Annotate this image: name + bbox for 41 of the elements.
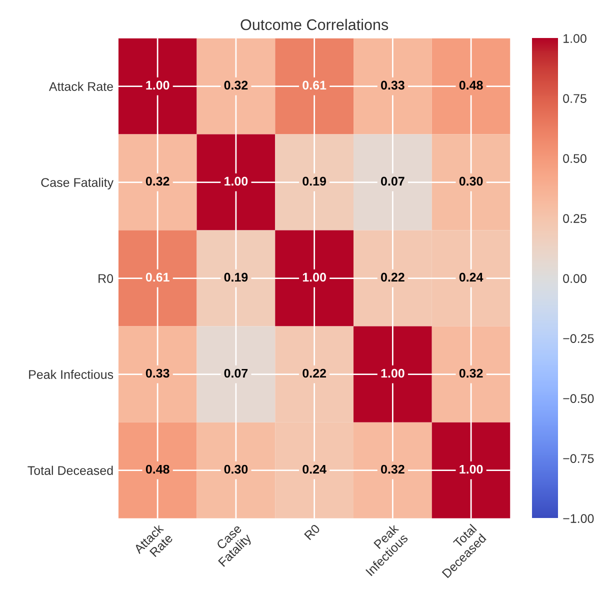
y-tick-label: Total Deceased <box>28 466 113 475</box>
data-label: 0.33 <box>146 368 170 378</box>
data-label: 1.00 <box>146 80 170 90</box>
color-bar-label: 0.00 <box>563 274 586 283</box>
data-label: 0.22 <box>302 368 326 378</box>
data-label: 1.00 <box>381 368 404 378</box>
data-label: 0.61 <box>302 80 326 90</box>
data-label: 1.00 <box>460 464 483 474</box>
y-tick-label: Attack Rate <box>48 82 113 91</box>
color-bar-label: −0.50 <box>563 394 594 403</box>
data-label: 0.32 <box>146 176 170 186</box>
color-bar-label: −1.00 <box>563 514 594 523</box>
x-tick-label: R0 <box>304 524 320 540</box>
data-label: 0.07 <box>381 176 404 186</box>
color-bar-label: −0.25 <box>563 334 594 343</box>
data-label: 0.22 <box>381 272 404 282</box>
data-label: 0.33 <box>381 80 404 90</box>
color-bar-label: 0.75 <box>563 94 586 103</box>
data-label: 1.00 <box>224 176 248 186</box>
data-label: 0.19 <box>302 176 326 186</box>
data-label: 0.32 <box>224 80 248 90</box>
data-label: 0.32 <box>381 464 404 474</box>
data-label: 1.00 <box>302 272 326 282</box>
data-label: 0.30 <box>459 176 483 186</box>
data-label: 0.48 <box>459 80 483 90</box>
chart-title: Outcome Correlations <box>240 18 388 30</box>
data-label: 0.32 <box>459 368 483 378</box>
data-label: 0.30 <box>224 464 248 474</box>
data-label: 0.48 <box>146 464 170 474</box>
color-bar-label: 0.50 <box>563 154 586 163</box>
data-label: 0.19 <box>224 272 248 282</box>
color-bar-label: 0.25 <box>563 214 586 223</box>
data-label: 0.07 <box>224 368 248 378</box>
data-label: 0.24 <box>302 464 326 474</box>
y-tick-label: R0 <box>98 274 114 283</box>
data-label: 0.24 <box>459 272 484 282</box>
y-tick-label: Peak Infectious <box>29 370 114 379</box>
y-tick-label: Case Fatality <box>41 178 114 190</box>
color-bar-label: −0.75 <box>563 454 594 463</box>
color-bar-label: 1.00 <box>564 34 586 43</box>
data-label: 0.61 <box>146 272 170 282</box>
